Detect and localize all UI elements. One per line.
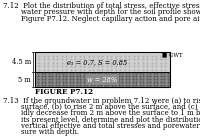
- Text: sure with depth.: sure with depth.: [3, 128, 79, 136]
- Text: water pressure with depth for the soil profile shown in: water pressure with depth for the soil p…: [3, 9, 200, 17]
- Bar: [35, 52, 170, 87]
- Text: vertical effective and total stresses and porewater pres-: vertical effective and total stresses an…: [3, 122, 200, 130]
- Text: idly decrease from 2 m above the surface to 1 m below: idly decrease from 2 m above the surface…: [3, 109, 200, 117]
- Text: ■ GWT: ■ GWT: [162, 52, 183, 57]
- Text: e₁ = 0.7, S = 0.85: e₁ = 0.7, S = 0.85: [67, 58, 128, 66]
- Text: w = 28%: w = 28%: [87, 75, 118, 83]
- Text: 5 m: 5 m: [18, 75, 31, 83]
- Bar: [35, 72, 170, 87]
- Text: FIGURE P7.12: FIGURE P7.12: [35, 88, 93, 96]
- Bar: [35, 52, 170, 72]
- Text: 4.5 m: 4.5 m: [12, 58, 31, 66]
- Text: 7.13  If the groundwater in problem 7.12 were (a) to rise to the: 7.13 If the groundwater in problem 7.12 …: [3, 97, 200, 105]
- Text: 7.12  Plot the distribution of total stress, effective stress, and pore-: 7.12 Plot the distribution of total stre…: [3, 2, 200, 10]
- Text: Figure P7.12. Neglect capillary action and pore air pressure.: Figure P7.12. Neglect capillary action a…: [3, 15, 200, 23]
- Text: its present level, determine and plot the distributions of: its present level, determine and plot th…: [3, 116, 200, 124]
- Text: surface, (b) to rise 2 m above the surface, and (c) to rap-: surface, (b) to rise 2 m above the surfa…: [3, 103, 200, 111]
